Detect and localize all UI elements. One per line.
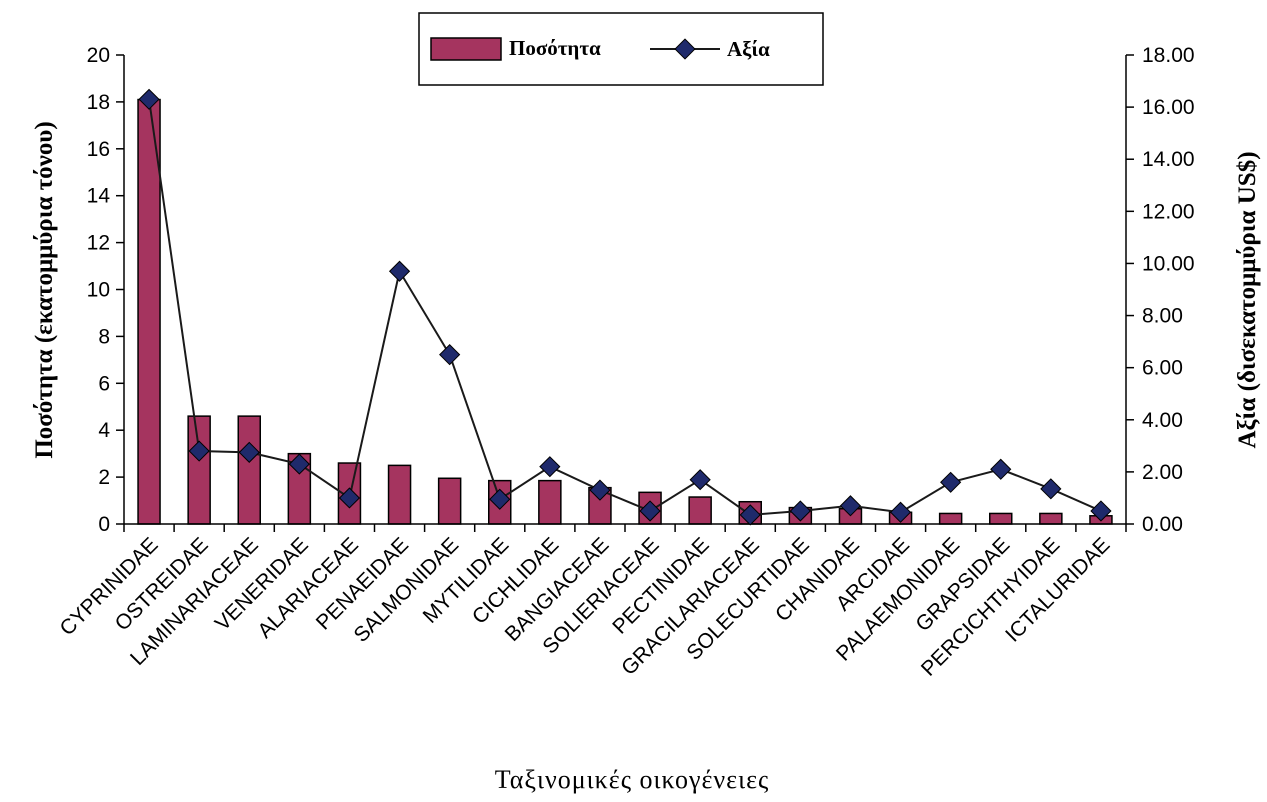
legend-bar-swatch: [430, 37, 502, 61]
axes-group: 0 2 4 6 8 10 12 14 16 18 20 0.00 2.00 4.00 6.00 8.00 10.…: [87, 44, 1195, 536]
y2-tick-label: 2.00: [1142, 461, 1183, 484]
value-point-ictaluridae: [1090, 500, 1112, 522]
category-labels: CYPRINIDAEOSTREIDAELAMINARIACEAEVENERIDA…: [56, 533, 1115, 680]
value-point-solecurtidae: [789, 500, 811, 522]
value-point-salmonidae: [439, 344, 461, 366]
bar-palaemonidae: [938, 512, 963, 525]
value-point-alariaceae: [338, 487, 361, 509]
value-point-gracilariaceae: [739, 504, 761, 526]
legend-label-line: Αξία: [727, 37, 770, 61]
y-tick-label: 20: [87, 44, 110, 67]
y2-tick-label: 16.00: [1142, 96, 1195, 119]
value-point-grapsidae: [990, 458, 1012, 480]
value-point-pectinidae: [689, 469, 711, 491]
y-tick-label: 10: [87, 279, 110, 302]
value-point-solieriaceae: [639, 500, 661, 522]
legend: Ποσότητα Αξία: [418, 12, 824, 86]
value-point-percichthyidae: [1040, 478, 1062, 500]
y2-tick-label: 6.00: [1142, 357, 1183, 380]
y-tick-label: 6: [98, 372, 110, 395]
y2-tick-label: 0.00: [1142, 513, 1183, 536]
y2-tick-label: 18.00: [1142, 44, 1195, 67]
y2-axis-title: Αξία (δισεκατομμύρια US$): [1234, 151, 1261, 448]
legend-marker-swatch: [674, 38, 696, 60]
value-point-cichlidae: [539, 456, 561, 478]
value-point-mytilidae: [489, 488, 511, 510]
bar-cichlidae: [538, 479, 562, 525]
x-axis-title: Ταξινομικές οικογένειες: [495, 765, 770, 794]
y2-tick-label: 4.00: [1142, 409, 1183, 432]
value-point-veneridae: [288, 453, 310, 475]
y-tick-label: 18: [87, 91, 110, 114]
bar-percichthyidae: [1039, 512, 1063, 525]
bar-pectinidae: [688, 496, 712, 525]
bars-group: [137, 98, 1113, 525]
y-axis-title: Ποσότητα (εκατομμύρια τόνου): [31, 121, 58, 458]
y2-tick-label: 12.00: [1142, 200, 1195, 223]
value-point-cyprinidae: [138, 88, 160, 110]
value-point-penaeidae: [388, 260, 411, 282]
value-point-bangiaceae: [589, 479, 611, 501]
y2-tick-label: 10.00: [1142, 252, 1195, 275]
value-point-chanidae: [839, 495, 862, 517]
value-point-arcidae: [889, 501, 912, 523]
value-point-ostreidae: [188, 440, 210, 462]
y-tick-label: 8: [98, 325, 110, 348]
y-tick-label: 4: [98, 419, 110, 442]
bar-ostreidae: [187, 415, 211, 525]
y-tick-label: 2: [98, 466, 110, 489]
bar-salmonidae: [437, 477, 462, 525]
value-point-laminariaceae: [238, 441, 260, 463]
y2-tick-label: 14.00: [1142, 148, 1195, 171]
value-point-palaemonidae: [940, 471, 962, 493]
bar-cyprinidae: [137, 98, 161, 525]
y-tick-label: 12: [87, 232, 110, 255]
y-tick-label: 0: [98, 513, 110, 536]
line-series-group: [138, 88, 1112, 526]
legend-label-bar: Ποσότητα: [509, 36, 601, 60]
bar-laminariaceae: [237, 415, 261, 525]
value-line: [148, 99, 1102, 516]
bar-grapsidae: [989, 512, 1013, 525]
y-tick-label: 14: [87, 185, 111, 208]
bar-penaeidae: [387, 464, 412, 525]
y2-tick-label: 8.00: [1142, 305, 1183, 328]
y-tick-label: 16: [87, 138, 110, 161]
